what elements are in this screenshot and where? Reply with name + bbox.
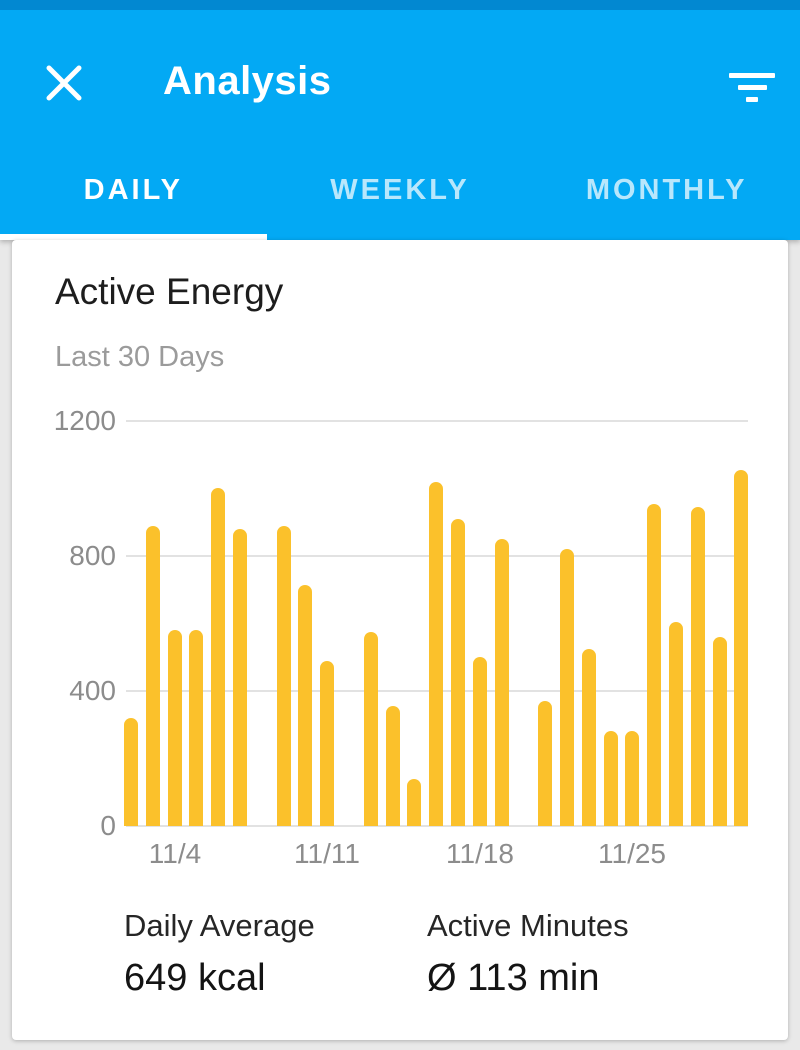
bar-11/26[interactable] bbox=[647, 504, 661, 826]
bar-11/3[interactable] bbox=[146, 526, 160, 826]
tab-weekly[interactable]: WEEKLY bbox=[267, 140, 534, 240]
bar-11/30[interactable] bbox=[734, 470, 748, 826]
bar-11/4[interactable] bbox=[168, 630, 182, 826]
bar-11/28[interactable] bbox=[691, 507, 705, 826]
page-title: Analysis bbox=[163, 59, 332, 103]
x-axis-label: 11/11 bbox=[294, 838, 360, 869]
tab-monthly-label: MONTHLY bbox=[585, 173, 748, 206]
bar-11/25[interactable] bbox=[625, 731, 639, 826]
bar-11/21[interactable] bbox=[538, 701, 552, 826]
close-button[interactable] bbox=[34, 54, 94, 114]
y-axis-label: 400 bbox=[69, 675, 116, 706]
bar-11/13[interactable] bbox=[364, 632, 378, 826]
chart-title: Active Energy bbox=[55, 271, 284, 312]
analysis-card: Active Energy Last 30 Days 0 400 800 1200 11… bbox=[12, 240, 788, 1040]
bar-11/11[interactable] bbox=[320, 661, 334, 826]
bar-11/19[interactable] bbox=[495, 539, 509, 826]
gridline-0 bbox=[126, 825, 748, 827]
tab-bar: DAILY WEEKLY MONTHLY bbox=[0, 140, 800, 240]
close-x-icon bbox=[42, 65, 86, 108]
bar-11/23[interactable] bbox=[582, 649, 596, 826]
active-tab-indicator bbox=[0, 234, 267, 240]
x-axis-label: 11/18 bbox=[446, 838, 514, 869]
y-axis-label: 800 bbox=[69, 540, 116, 571]
chart-subtitle: Last 30 Days bbox=[55, 341, 225, 373]
y-axis-label: 0 bbox=[100, 810, 116, 841]
stat-value: Ø 113 min bbox=[427, 957, 600, 999]
tab-daily-label: DAILY bbox=[83, 173, 183, 206]
bar-11/27[interactable] bbox=[669, 622, 683, 826]
stat-label: Daily Average bbox=[124, 908, 315, 943]
bar-11/7[interactable] bbox=[233, 529, 247, 826]
bar-11/18[interactable] bbox=[473, 657, 487, 826]
stat-daily-average: Daily Average 649 kcal bbox=[124, 908, 315, 1000]
tab-daily[interactable]: DAILY bbox=[0, 140, 267, 240]
header: Analysis DAILY WEEKLY MONTHLY bbox=[0, 0, 800, 240]
stat-label: Active Minutes bbox=[427, 908, 629, 943]
bar-11/14[interactable] bbox=[386, 706, 400, 826]
gridline-1200 bbox=[126, 420, 748, 422]
stat-value: 649 kcal bbox=[124, 957, 266, 999]
bar-11/17[interactable] bbox=[451, 519, 465, 826]
bar-11/16[interactable] bbox=[429, 482, 443, 826]
bar-11/5[interactable] bbox=[189, 630, 203, 826]
status-bar bbox=[0, 0, 800, 10]
bar-11/6[interactable] bbox=[211, 488, 225, 826]
filter-button[interactable] bbox=[720, 58, 784, 118]
x-axis-label: 11/4 bbox=[148, 838, 202, 869]
tab-weekly-label: WEEKLY bbox=[330, 173, 470, 206]
bar-11/29[interactable] bbox=[713, 637, 727, 826]
bar-11/24[interactable] bbox=[604, 731, 618, 826]
tab-monthly[interactable]: MONTHLY bbox=[533, 140, 800, 240]
filter-list-icon bbox=[729, 73, 775, 109]
app-bar: Analysis bbox=[0, 10, 800, 140]
bar-11/15[interactable] bbox=[407, 779, 421, 826]
chart: 0 400 800 1200 11/4 11/11 11/18 11/25 bbox=[12, 405, 788, 886]
bar-11/2[interactable] bbox=[124, 718, 138, 826]
bar-11/10[interactable] bbox=[298, 585, 312, 826]
bar-11/22[interactable] bbox=[560, 549, 574, 826]
y-axis-label: 1200 bbox=[53, 405, 116, 436]
bar-11/9[interactable] bbox=[277, 526, 291, 826]
stat-active-minutes: Active Minutes Ø 113 min bbox=[427, 908, 629, 1000]
x-axis-label: 11/25 bbox=[598, 838, 666, 869]
